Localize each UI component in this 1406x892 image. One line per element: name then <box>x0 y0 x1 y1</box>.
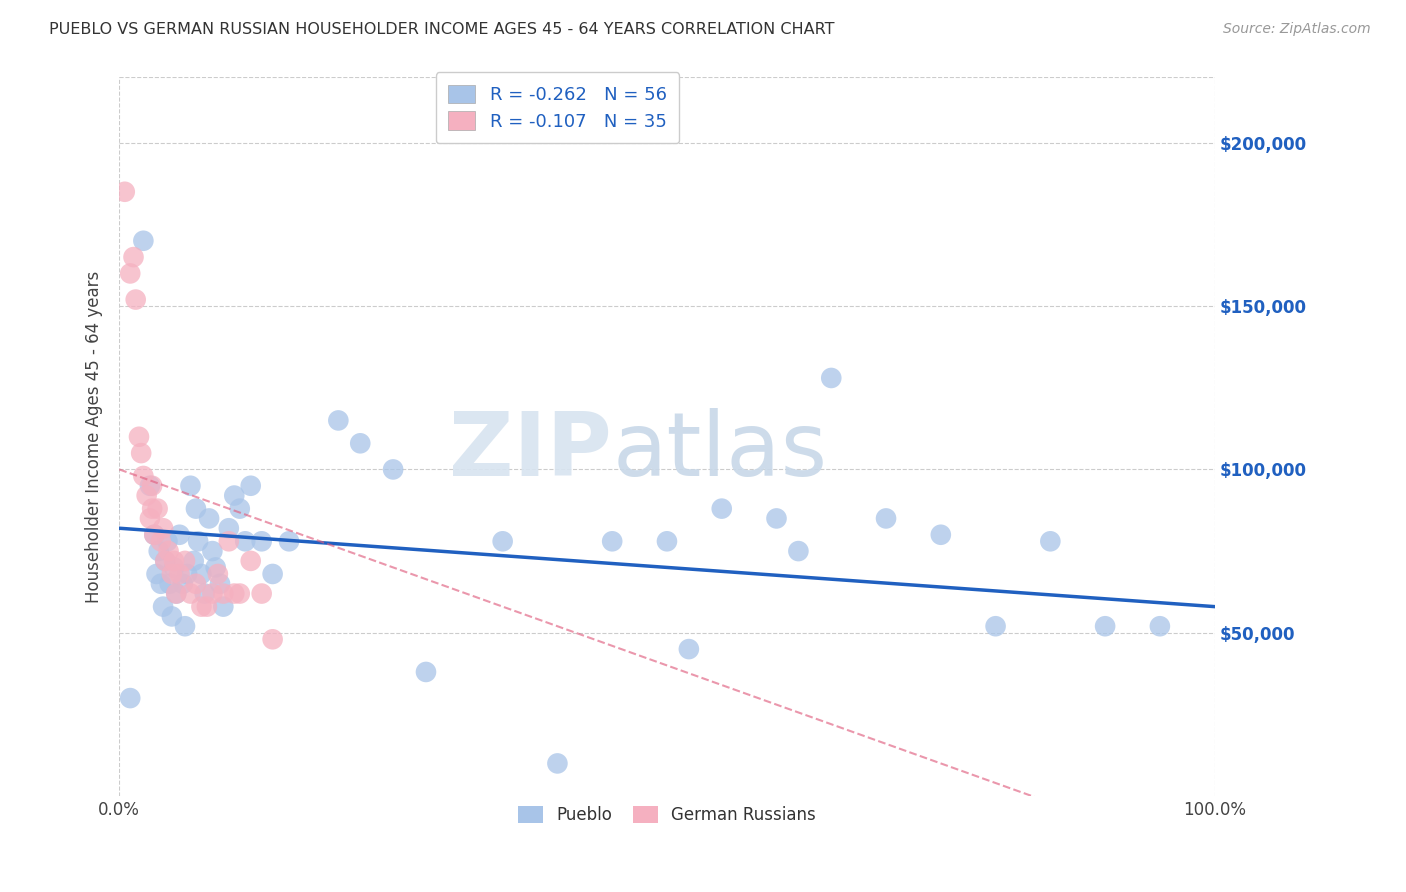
Text: Source: ZipAtlas.com: Source: ZipAtlas.com <box>1223 22 1371 37</box>
Point <box>146 501 169 516</box>
Point <box>149 576 172 591</box>
Point <box>129 446 152 460</box>
Point <box>128 430 150 444</box>
Point <box>122 250 145 264</box>
Point <box>820 371 842 385</box>
Point <box>152 599 174 614</box>
Point <box>125 293 148 307</box>
Point <box>187 534 209 549</box>
Point <box>250 534 273 549</box>
Point <box>212 586 235 600</box>
Point <box>209 576 232 591</box>
Point <box>156 534 179 549</box>
Point <box>546 756 568 771</box>
Point <box>190 566 212 581</box>
Point <box>201 544 224 558</box>
Point <box>218 534 240 549</box>
Point <box>195 599 218 614</box>
Text: ZIP: ZIP <box>450 408 612 495</box>
Point <box>233 534 256 549</box>
Point <box>278 534 301 549</box>
Point <box>139 511 162 525</box>
Legend: Pueblo, German Russians: Pueblo, German Russians <box>509 797 825 835</box>
Point <box>787 544 810 558</box>
Point <box>194 586 217 600</box>
Point <box>239 554 262 568</box>
Point <box>145 566 167 581</box>
Point <box>148 544 170 558</box>
Point <box>149 534 172 549</box>
Point <box>132 234 155 248</box>
Point <box>262 566 284 581</box>
Point <box>1094 619 1116 633</box>
Point <box>160 566 183 581</box>
Point <box>678 642 700 657</box>
Point <box>250 586 273 600</box>
Point <box>163 554 186 568</box>
Point <box>169 566 191 581</box>
Point <box>190 599 212 614</box>
Point <box>184 501 207 516</box>
Point <box>174 619 197 633</box>
Point <box>143 528 166 542</box>
Point <box>165 586 187 600</box>
Point <box>159 576 181 591</box>
Point <box>765 511 787 525</box>
Point <box>141 501 163 516</box>
Point <box>169 528 191 542</box>
Point <box>224 489 246 503</box>
Point <box>157 544 180 558</box>
Point <box>132 469 155 483</box>
Text: atlas: atlas <box>612 408 827 495</box>
Y-axis label: Householder Income Ages 45 - 64 years: Householder Income Ages 45 - 64 years <box>86 270 103 603</box>
Point <box>600 534 623 549</box>
Point <box>984 619 1007 633</box>
Point <box>120 267 142 281</box>
Point <box>152 521 174 535</box>
Text: PUEBLO VS GERMAN RUSSIAN HOUSEHOLDER INCOME AGES 45 - 64 YEARS CORRELATION CHART: PUEBLO VS GERMAN RUSSIAN HOUSEHOLDER INC… <box>49 22 835 37</box>
Point <box>165 586 187 600</box>
Point <box>224 586 246 600</box>
Point <box>212 599 235 614</box>
Point <box>710 501 733 516</box>
Point <box>382 462 405 476</box>
Point <box>184 576 207 591</box>
Point <box>155 554 177 568</box>
Point <box>174 554 197 568</box>
Point <box>875 511 897 525</box>
Point <box>229 501 252 516</box>
Point <box>160 609 183 624</box>
Point <box>172 576 194 591</box>
Point <box>492 534 515 549</box>
Point <box>239 479 262 493</box>
Point <box>176 566 198 581</box>
Point <box>1149 619 1171 633</box>
Point <box>929 528 952 542</box>
Point <box>349 436 371 450</box>
Point <box>120 691 142 706</box>
Point <box>218 521 240 535</box>
Point <box>207 566 229 581</box>
Point <box>163 560 186 574</box>
Point <box>135 489 157 503</box>
Point <box>229 586 252 600</box>
Point <box>179 479 201 493</box>
Point <box>1039 534 1062 549</box>
Point <box>179 586 201 600</box>
Point <box>262 632 284 647</box>
Point <box>415 665 437 679</box>
Point <box>139 479 162 493</box>
Point <box>141 479 163 493</box>
Point <box>201 586 224 600</box>
Point <box>655 534 678 549</box>
Point <box>198 511 221 525</box>
Point <box>143 528 166 542</box>
Point <box>155 554 177 568</box>
Point <box>114 185 136 199</box>
Point <box>328 413 350 427</box>
Point <box>183 554 205 568</box>
Point <box>204 560 226 574</box>
